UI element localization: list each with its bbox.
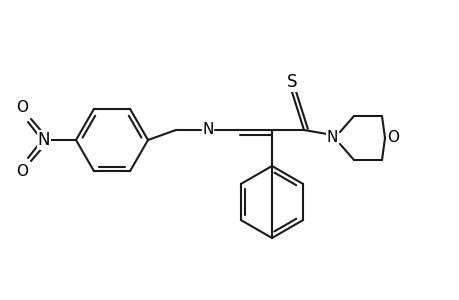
Text: N: N: [38, 131, 50, 149]
Text: N: N: [202, 122, 213, 137]
Text: N: N: [325, 130, 337, 146]
Text: O: O: [16, 100, 28, 116]
Text: S: S: [286, 73, 297, 91]
Text: O: O: [16, 164, 28, 179]
Text: O: O: [386, 130, 398, 146]
